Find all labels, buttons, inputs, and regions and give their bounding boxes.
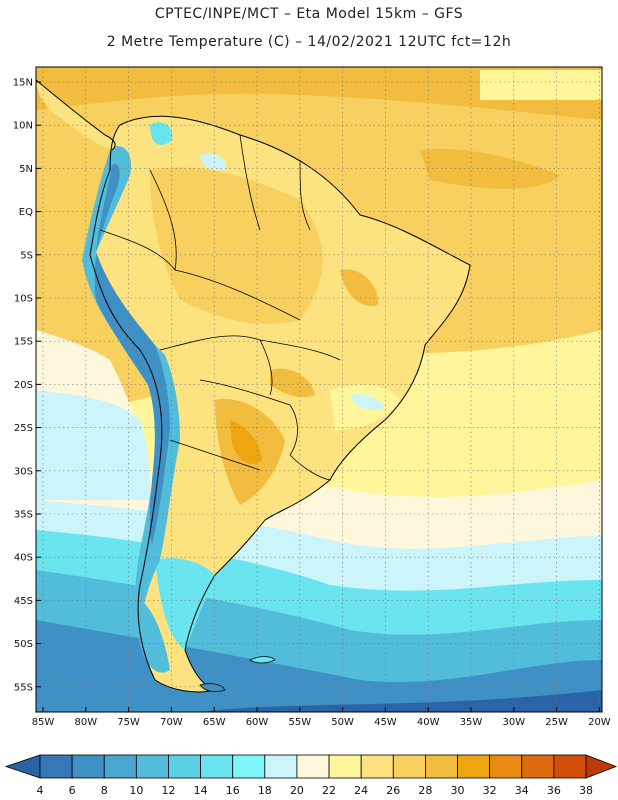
colorbar-label: 16 [226,784,240,797]
lon-tick-label: 40W [417,717,440,728]
colorbar-segment [200,754,234,779]
lat-tick-label: 35S [14,510,33,521]
colorbar-label: 26 [386,784,400,797]
colorbar-segment [71,754,105,779]
title-line-2: 2 Metre Temperature (C) – 14/02/2021 12U… [106,34,512,50]
colorbar-segment [135,754,169,779]
colorbar-label: 12 [161,784,175,797]
lon-tick-label: 80W [74,717,97,728]
lat-tick-label: 55S [14,682,33,693]
title-line-1: CPTEC/INPE/MCT – Eta Model 15km – GFS [154,6,464,22]
lat-tick-label: 20S [14,380,33,391]
colorbar-segment [553,754,587,779]
lat-tick-label: 5S [20,250,33,261]
lat-tick-label: EQ [19,207,33,218]
colorbar-segment [103,754,137,779]
temperature-field [36,67,602,712]
lat-tick-label: 15S [14,337,33,348]
colorbar-label: 10 [129,784,143,797]
lon-tick-label: 30W [502,717,525,728]
colorbar-label: 8 [101,784,108,797]
colorbar-segment [521,754,555,779]
lat-tick-label: 5N [19,164,33,175]
latitude-labels: 15N 10N 5N EQ 5S 10S 15S 20S 25S 30S 35S 40S 45S 50S 5… [13,78,41,693]
south-america-landmass [36,80,470,692]
lat-tick-label: 25S [14,423,33,434]
colorbar-label: 6 [69,784,76,797]
colorbar-label: 22 [322,784,336,797]
lon-tick-label: 75W [117,717,140,728]
colorbar-label: 24 [354,784,368,797]
lon-tick-label: 35W [460,717,483,728]
colorbar-segment [296,754,330,779]
lon-tick-label: 55W [288,717,311,728]
colorbar-low-arrow [4,754,41,779]
lon-tick-label: 45W [374,717,397,728]
colorbar-segment [264,754,298,779]
lat-tick-label: 50S [14,639,33,650]
colorbar-label: 4 [37,784,44,797]
lat-tick-label: 30S [14,466,33,477]
map-frame [35,66,603,713]
colorbar-segment [392,754,426,779]
colorbar-segment [360,754,394,779]
colorbar-label: 18 [258,784,272,797]
colorbar-label: 32 [483,784,497,797]
lat-tick-label: 40S [14,553,33,564]
lon-tick-label: 25W [545,717,568,728]
colorbar-high-arrow [585,754,618,779]
lat-tick-label: 15N [13,78,33,89]
lon-tick-label: 50W [331,717,354,728]
colorbar-segment [168,754,201,779]
lat-tick-label: 10N [13,121,33,132]
lon-tick-label: 85W [32,717,55,728]
lat-tick-label: 45S [14,596,33,607]
colorbar-label: 14 [194,784,208,797]
colorbar-segment [457,754,491,779]
colorbar-label: 38 [579,784,593,797]
colorbar-label: 28 [418,784,432,797]
lon-tick-label: 65W [203,717,226,728]
lon-tick-label: 70W [160,717,183,728]
longitude-labels: 85W 80W 75W 70W 65W 60W 55W 50W 45W 40W 35W 30W 25W 2… [32,707,611,728]
colorbar-segment [232,754,266,779]
colorbar-segment [39,754,73,779]
lon-tick-label: 60W [246,717,269,728]
colorbar-label: 20 [290,784,304,797]
lon-tick-label: 20W [588,717,611,728]
colorbar-label: 36 [547,784,561,797]
colorbar-segment [328,754,362,779]
colorbar-segment [425,754,458,779]
colorbar-label: 34 [515,784,529,797]
coastline [89,115,471,693]
colorbar-label: 30 [451,784,465,797]
colorbar-segment [489,754,523,779]
colorbar [4,754,618,779]
lat-tick-label: 10S [14,294,33,305]
colorbar-labels: 4 6 8 10 12 14 16 18 20 22 24 26 28 30 32 34 36 38 [37,784,594,797]
